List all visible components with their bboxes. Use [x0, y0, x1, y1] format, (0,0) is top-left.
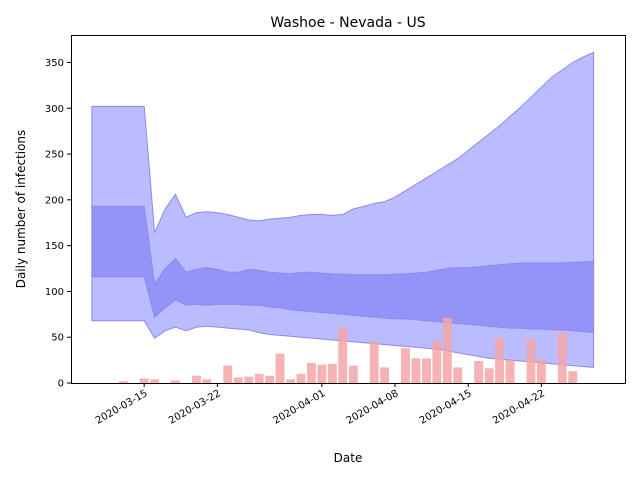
daily-infections-bar: [568, 371, 578, 383]
daily-infections-bar: [202, 379, 212, 383]
daily-infections-bar: [369, 341, 379, 383]
y-tick-label: 250: [45, 150, 64, 161]
daily-infections-bar: [296, 373, 306, 383]
daily-infections-bar: [275, 353, 285, 383]
plot-frame: [71, 35, 626, 384]
daily-infections-bar: [254, 373, 264, 383]
y-tick-label: 150: [45, 241, 64, 252]
daily-infections-bar: [317, 364, 327, 383]
y-tick-label: 50: [51, 333, 64, 344]
chart-title: Washoe - Nevada - US: [270, 15, 425, 31]
x-axis-label: Date: [334, 451, 363, 465]
daily-infections-bar: [442, 318, 452, 383]
y-tick-label: 0: [58, 379, 64, 390]
daily-infections-bar: [265, 375, 275, 383]
y-tick-label: 100: [45, 287, 64, 298]
daily-infections-bar: [422, 358, 431, 383]
daily-infections-bar: [192, 375, 201, 383]
daily-infections-bar: [171, 380, 180, 383]
daily-infections-bar: [139, 378, 149, 383]
daily-infections-bar: [118, 381, 128, 383]
y-tick-label: 200: [45, 195, 64, 206]
daily-infections-bar: [495, 338, 504, 383]
inner-confidence-band: [91, 205, 595, 334]
daily-infections-bar: [348, 365, 358, 383]
daily-infections-bar: [244, 376, 254, 383]
y-axis-label: Daily number of infections: [14, 130, 28, 289]
daily-infections-bar: [401, 348, 410, 383]
daily-infections-bar: [557, 332, 567, 383]
daily-infections-bar: [484, 368, 494, 383]
daily-infections-bar: [223, 365, 233, 383]
y-tick-label: 350: [45, 58, 64, 69]
daily-infections-bar: [150, 379, 160, 383]
daily-infections-bar: [286, 379, 295, 383]
daily-infections-bar: [526, 339, 536, 383]
daily-infections-bar: [338, 327, 348, 383]
daily-infections-bar: [380, 367, 389, 383]
plot-area: [91, 51, 595, 383]
daily-infections-bar: [505, 360, 515, 383]
daily-infections-bar: [411, 358, 421, 383]
daily-infections-bar: [233, 377, 243, 383]
daily-infections-bar: [536, 359, 546, 383]
y-tick-label: 300: [45, 104, 64, 115]
daily-infections-bar: [307, 362, 316, 383]
daily-infections-bar: [453, 367, 463, 383]
daily-infections-bar: [327, 363, 337, 383]
daily-infections-bar: [432, 340, 442, 383]
daily-infections-bar: [474, 361, 484, 383]
